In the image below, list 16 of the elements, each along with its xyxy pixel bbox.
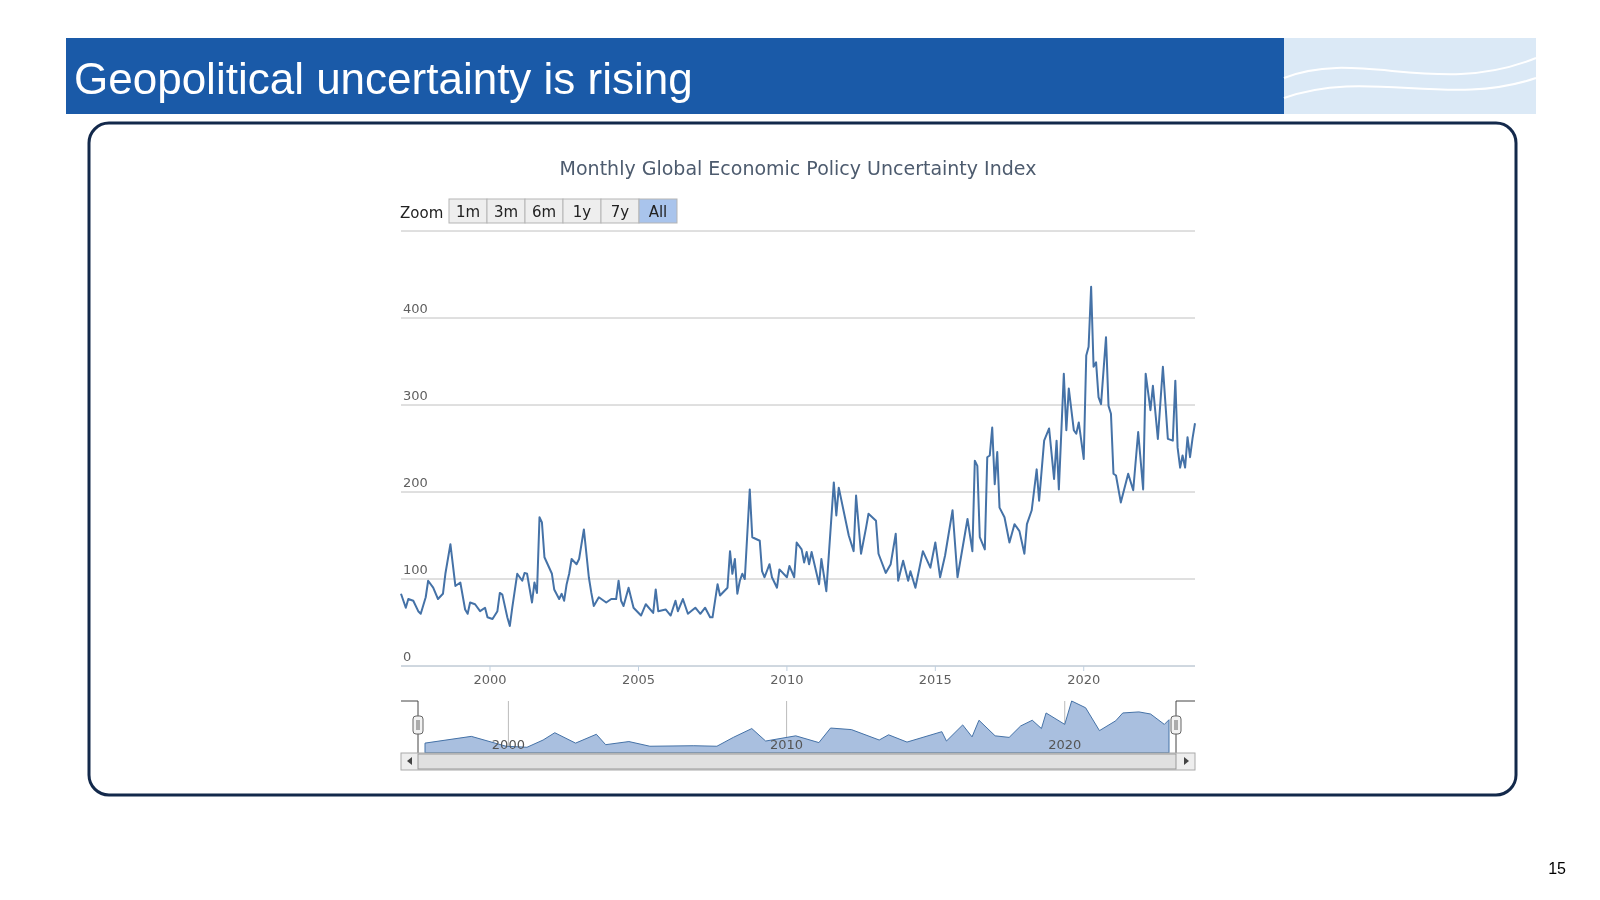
text: Geopolitical uncertainty is rising	[74, 54, 693, 103]
zoom-toolbar: Zoom 1m 3m 6m 1y 7y All	[400, 198, 678, 224]
y-tick-label: 400	[403, 301, 428, 316]
x-tick-label: 2000	[473, 672, 507, 687]
x-tick-label: 2005	[621, 672, 656, 687]
text: 15	[1548, 860, 1567, 877]
y-tick-label: 0	[403, 649, 412, 664]
y-tick-label: 200	[403, 475, 428, 490]
y-tick-label: 100	[403, 562, 428, 577]
x-tick-label: 2010	[770, 672, 804, 687]
x-tick-label: 2020	[1048, 737, 1082, 752]
x-tick-label: 2010	[770, 737, 804, 752]
y-tick-label: 300	[403, 388, 428, 403]
chart-title: Monthly Global Economic Policy Uncertainty Index	[559, 157, 1037, 179]
x-tick-label: 2020	[1067, 672, 1101, 687]
x-tick-label: 2015	[918, 672, 952, 687]
